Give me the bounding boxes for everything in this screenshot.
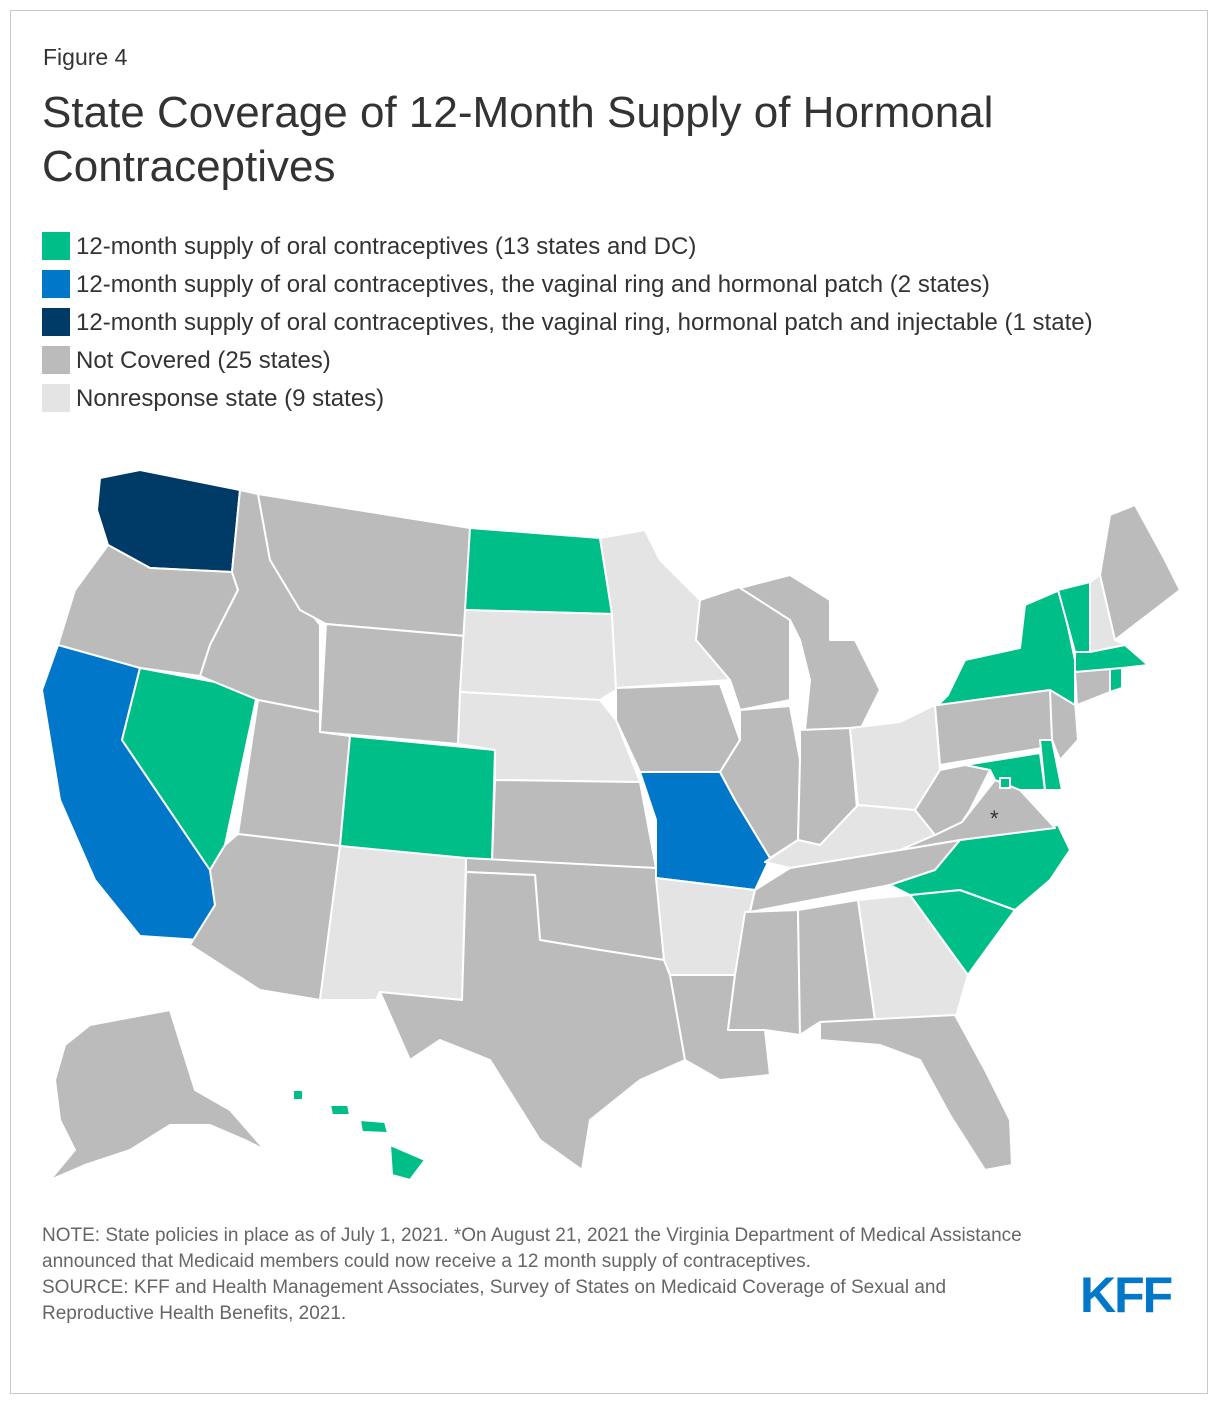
virginia-asterisk: *	[990, 806, 999, 831]
legend-label: Nonresponse state (9 states)	[76, 385, 385, 412]
legend-label: 12-month supply of oral contraceptives, …	[76, 271, 990, 298]
legend-swatch-gray	[42, 346, 70, 374]
legend-item: 12-month supply of oral contraceptives, …	[42, 266, 1182, 304]
legend-swatch-lightgray	[42, 384, 70, 412]
state-iowa[interactable]	[615, 683, 741, 773]
state-michigan[interactable]	[739, 574, 881, 731]
state-colorado[interactable]	[339, 735, 496, 863]
legend-item: 12-month supply of oral contraceptives, …	[42, 304, 1182, 342]
notes: NOTE: State policies in place as of July…	[42, 1223, 1052, 1327]
state-maryland[interactable]	[964, 752, 1046, 791]
state-new-york[interactable]	[937, 589, 1076, 706]
state-florida[interactable]	[819, 1014, 1013, 1171]
state-delaware[interactable]	[1039, 739, 1063, 791]
legend-item: 12-month supply of oral contraceptives (…	[42, 228, 1182, 266]
figure-label: Figure 4	[43, 44, 128, 70]
state-rhode-island[interactable]	[1109, 667, 1123, 693]
state-maine[interactable]	[1099, 504, 1181, 641]
legend-label: 12-month supply of oral contraceptives (…	[76, 233, 697, 260]
kff-logo: KFF	[1080, 1267, 1173, 1323]
state-north-carolina[interactable]	[889, 824, 1071, 911]
state-north-dakota[interactable]	[464, 527, 613, 615]
legend-swatch-green	[42, 232, 70, 260]
legend-label: 12-month supply of oral contraceptives, …	[76, 309, 1093, 336]
state-hawaii[interactable]	[292, 1089, 426, 1181]
state-connecticut[interactable]	[1074, 667, 1111, 706]
state-alaska[interactable]	[49, 1009, 266, 1181]
figure-title: State Coverage of 12-Month Supply of Hor…	[42, 88, 994, 191]
figure-frame	[10, 10, 1208, 1394]
state-kansas[interactable]	[491, 779, 657, 869]
legend-swatch-blue	[42, 270, 70, 298]
legend-swatch-navy	[42, 308, 70, 336]
legend-item: Nonresponse state (9 states)	[42, 380, 1182, 418]
legend-item: Not Covered (25 states)	[42, 342, 1182, 380]
state-new-hampshire[interactable]	[1089, 574, 1126, 653]
source-text: SOURCE: KFF and Health Management Associ…	[42, 1277, 947, 1324]
state-wyoming[interactable]	[319, 623, 466, 745]
state-west-virginia[interactable]	[914, 764, 991, 836]
legend: 12-month supply of oral contraceptives (…	[42, 228, 1182, 418]
state-texas[interactable]	[379, 871, 686, 1171]
state-district-of-columbia[interactable]	[999, 777, 1011, 789]
state-south-dakota[interactable]	[459, 609, 617, 701]
note-text: NOTE: State policies in place as of July…	[42, 1225, 1022, 1272]
legend-label: Not Covered (25 states)	[76, 347, 331, 374]
state-new-mexico[interactable]	[319, 845, 467, 1001]
